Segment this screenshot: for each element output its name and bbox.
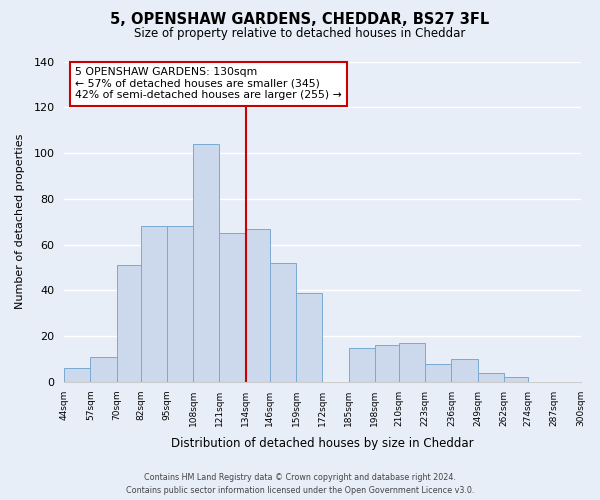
Bar xyxy=(451,359,478,382)
Text: 5, OPENSHAW GARDENS, CHEDDAR, BS27 3FL: 5, OPENSHAW GARDENS, CHEDDAR, BS27 3FL xyxy=(110,12,490,28)
Bar xyxy=(245,228,270,382)
Bar xyxy=(375,346,399,382)
Bar xyxy=(399,343,425,382)
Text: Contains HM Land Registry data © Crown copyright and database right 2024.
Contai: Contains HM Land Registry data © Crown c… xyxy=(126,474,474,495)
Bar xyxy=(116,265,141,382)
Bar xyxy=(141,226,167,382)
Text: Size of property relative to detached houses in Cheddar: Size of property relative to detached ho… xyxy=(134,28,466,40)
Bar xyxy=(349,348,375,382)
Bar xyxy=(167,226,193,382)
Bar xyxy=(504,378,528,382)
Bar xyxy=(91,356,116,382)
Bar xyxy=(64,368,91,382)
Bar xyxy=(270,263,296,382)
X-axis label: Distribution of detached houses by size in Cheddar: Distribution of detached houses by size … xyxy=(171,437,473,450)
Bar xyxy=(220,233,245,382)
Bar xyxy=(296,292,322,382)
Bar xyxy=(193,144,220,382)
Bar xyxy=(478,372,504,382)
Y-axis label: Number of detached properties: Number of detached properties xyxy=(15,134,25,310)
Bar xyxy=(425,364,451,382)
Text: 5 OPENSHAW GARDENS: 130sqm
← 57% of detached houses are smaller (345)
42% of sem: 5 OPENSHAW GARDENS: 130sqm ← 57% of deta… xyxy=(75,67,342,100)
